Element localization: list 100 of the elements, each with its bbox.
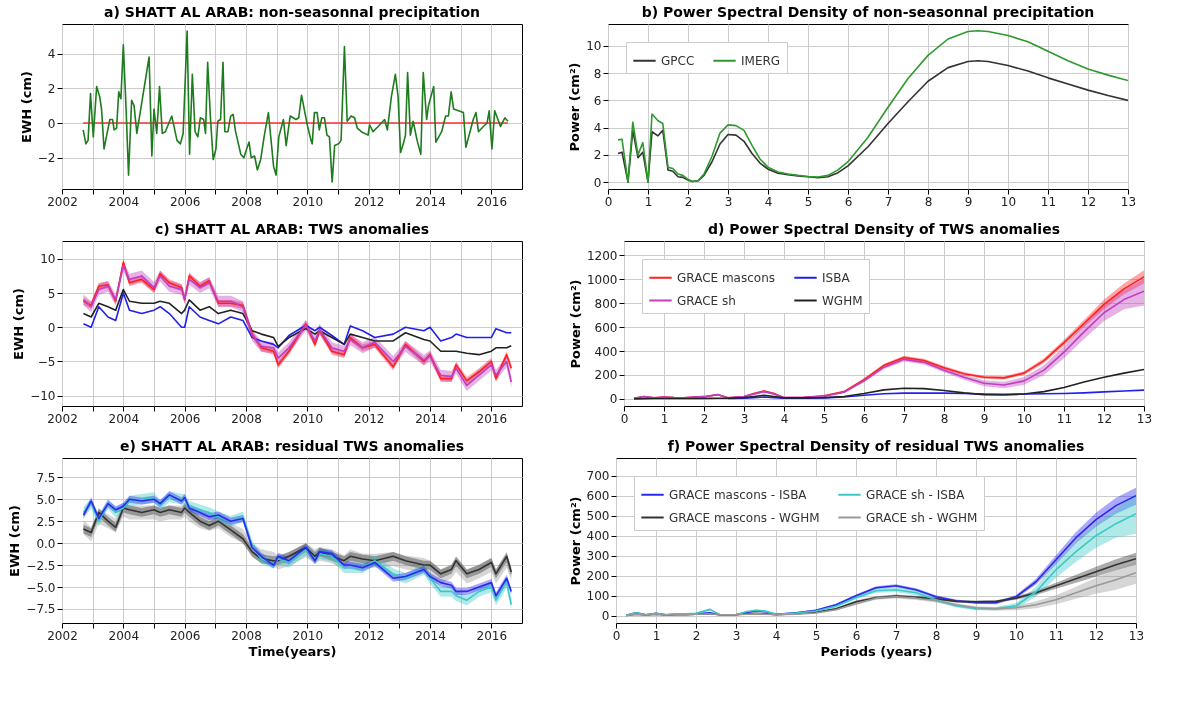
x-tick-label: 8 (924, 194, 933, 209)
x-tick-label: 8 (932, 628, 941, 643)
y-tick-label: 2 (47, 81, 56, 96)
x-tick-label: 13 (1136, 411, 1153, 426)
x-tick-label: 9 (972, 628, 981, 643)
y-tick-label: 600 (586, 489, 610, 504)
y-tick-label: 8 (593, 66, 602, 81)
x-tick-label: 9 (964, 194, 973, 209)
y-tick-label: 6 (593, 93, 602, 108)
x-tick-label: 5 (812, 628, 821, 643)
x-tick-label: 0 (620, 411, 629, 426)
x-tick-label: 8 (940, 411, 949, 426)
x-tick-label: 12 (1088, 628, 1105, 643)
x-tick-label: 2004 (108, 194, 140, 209)
chart-title: a) SHATT AL ARAB: non-seasonnal precipitation (104, 4, 480, 20)
y-tick-label: 300 (586, 549, 610, 564)
line-series (633, 368, 1144, 400)
y-tick-label: −2 (37, 151, 56, 166)
y-axis-title: Power (cm²) (567, 496, 583, 586)
x-tick-label: 2002 (47, 194, 78, 209)
x-tick-label: 4 (780, 411, 789, 426)
x-tick-label: 2 (700, 411, 709, 426)
x-tick-label: 4 (764, 194, 773, 209)
x-tick-label: 2010 (292, 628, 324, 643)
legend-label: ISBA (822, 270, 851, 285)
y-tick-label: 5 (47, 286, 56, 301)
x-tick-label: 2014 (415, 194, 446, 209)
legend-label: GRACE mascons - WGHM (669, 510, 820, 525)
x-tick-label: 2006 (169, 628, 201, 643)
legend-label: GRACE sh - WGHM (866, 510, 978, 525)
y-tick-label: 100 (586, 589, 610, 604)
line-series (82, 30, 509, 183)
y-tick-label: −2.5 (26, 558, 56, 573)
y-tick-label: 0 (47, 116, 56, 131)
x-tick-label: 6 (860, 411, 869, 426)
y-tick-label: 0 (601, 609, 610, 624)
x-tick-label: 2008 (231, 628, 262, 643)
x-tick-label: 2006 (169, 411, 201, 426)
x-tick-label: 9 (980, 411, 989, 426)
x-tick-label: 10 (1000, 194, 1017, 209)
x-tick-label: 7 (892, 628, 901, 643)
legend-label: GPCC (661, 53, 695, 68)
y-tick-label: 800 (594, 296, 618, 311)
chart-title: e) SHATT AL ARAB: residual TWS anomalies (120, 438, 464, 454)
y-tick-label: 7.5 (36, 470, 56, 485)
x-tick-label: 2012 (353, 194, 385, 209)
x-tick-label: 2012 (353, 628, 385, 643)
x-tick-label: 2006 (169, 194, 201, 209)
legend-label: GRACE sh - ISBA (866, 487, 966, 502)
y-tick-label: 0.0 (36, 536, 56, 551)
x-tick-label: 6 (852, 628, 861, 643)
x-tick-label: 11 (1040, 194, 1057, 209)
x-tick-label: 5 (804, 194, 813, 209)
y-tick-label: 400 (586, 529, 610, 544)
y-tick-label: 0 (593, 175, 602, 190)
y-tick-label: −10 (30, 389, 56, 404)
chart-title: b) Power Spectral Density of non-seasonnal precipitation (641, 4, 1095, 20)
y-tick-label: 400 (594, 344, 618, 359)
y-tick-label: 500 (586, 509, 610, 524)
x-tick-label: 1 (660, 411, 669, 426)
y-tick-label: 200 (586, 569, 610, 584)
x-tick-label: 2016 (476, 628, 508, 643)
legend-label: WGHM (822, 293, 863, 308)
x-tick-label: 13 (1128, 628, 1145, 643)
line-series (82, 288, 513, 356)
x-tick-label: 2002 (47, 411, 78, 426)
x-axis-title: Periods (years) (820, 643, 933, 659)
legend-label: IMERG (741, 53, 781, 68)
x-axis-title: Time(years) (248, 643, 337, 659)
x-tick-label: 13 (1120, 194, 1137, 209)
x-tick-label: 7 (900, 411, 909, 426)
y-tick-label: 1000 (586, 272, 618, 287)
legend-label: GRACE mascons (677, 270, 776, 285)
y-tick-label: −5.0 (26, 580, 56, 595)
x-tick-label: 2016 (476, 411, 508, 426)
y-tick-label: 4 (47, 47, 56, 62)
x-tick-label: 1 (644, 194, 653, 209)
y-tick-label: 600 (594, 320, 618, 335)
chart-title: c) SHATT AL ARAB: TWS anomalies (154, 221, 430, 237)
x-tick-label: 3 (740, 411, 749, 426)
x-tick-label: 6 (844, 194, 853, 209)
x-tick-label: 1 (652, 628, 661, 643)
chart-title: f) Power Spectral Density of residual TWS anomalies (667, 438, 1085, 454)
y-tick-label: 5.0 (36, 492, 56, 507)
y-tick-label: 0 (47, 320, 56, 335)
y-tick-label: −5 (37, 355, 56, 369)
x-tick-label: 12 (1080, 194, 1097, 209)
x-tick-label: 2 (684, 194, 693, 209)
line-series (82, 292, 513, 349)
x-tick-label: 2016 (476, 194, 508, 209)
x-tick-label: 10 (1016, 411, 1033, 426)
x-tick-label: 2004 (108, 628, 140, 643)
y-tick-label: 2.5 (36, 514, 56, 529)
y-tick-label: 2 (593, 148, 602, 163)
x-tick-label: 7 (884, 194, 893, 209)
x-tick-label: 2 (692, 628, 701, 643)
y-tick-label: 0 (609, 392, 618, 407)
line-series (617, 30, 1128, 183)
legend-label: GRACE mascons - ISBA (669, 487, 808, 502)
y-tick-label: 10 (586, 39, 602, 54)
